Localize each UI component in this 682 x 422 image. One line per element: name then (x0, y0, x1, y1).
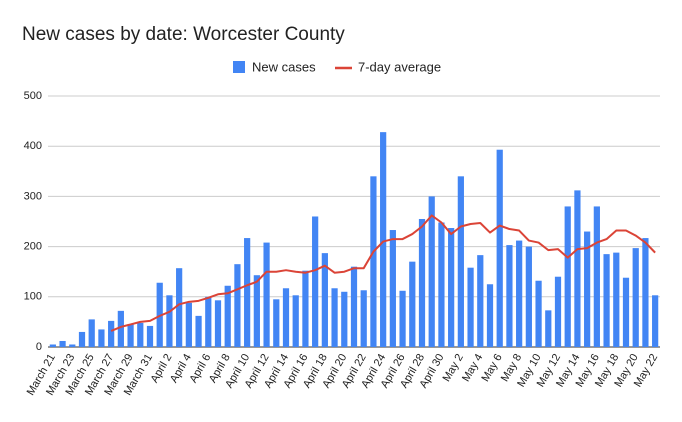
bar (244, 238, 251, 347)
bar (389, 230, 396, 347)
bar (409, 261, 416, 347)
bar (593, 206, 600, 347)
bar (69, 344, 76, 347)
bar (292, 295, 299, 347)
bar (603, 254, 610, 347)
bar (545, 310, 552, 347)
bar (49, 344, 56, 347)
bar (399, 290, 406, 347)
bar (185, 302, 192, 347)
bar (176, 268, 183, 347)
bar (273, 299, 280, 347)
chart-title: New cases by date: Worcester County (22, 24, 345, 45)
bar (622, 277, 630, 347)
average-line (110, 214, 656, 332)
bar (554, 276, 562, 347)
bar (438, 222, 445, 347)
y-tick-label: 500 (24, 90, 42, 102)
y-tick-label: 400 (24, 140, 42, 152)
bar (88, 319, 95, 347)
bar (448, 228, 455, 347)
bar (496, 149, 503, 347)
y-tick-label: 300 (24, 190, 42, 202)
bar (302, 270, 309, 347)
bar (418, 218, 426, 347)
bar (146, 325, 154, 347)
legend-label: 7-day average (358, 59, 441, 74)
bar (506, 245, 513, 347)
bar (253, 275, 260, 347)
legend-label: New cases (252, 59, 316, 74)
bar (59, 340, 66, 347)
bar (486, 284, 494, 347)
bar (195, 315, 202, 347)
bar (341, 291, 348, 347)
bar (214, 300, 222, 347)
bar (525, 246, 532, 347)
y-tick-label: 0 (36, 341, 42, 353)
bar (360, 290, 367, 347)
bar (331, 288, 338, 347)
bar (564, 206, 571, 347)
legend-swatch (233, 61, 245, 73)
bar (117, 310, 124, 347)
legend: New cases 7-day average (233, 59, 441, 74)
bar (642, 238, 649, 347)
bar (224, 285, 231, 347)
bar (137, 322, 144, 347)
bar (321, 253, 328, 347)
bar (535, 280, 542, 347)
bar (428, 196, 435, 347)
y-tick-label: 100 (24, 291, 42, 303)
bar (652, 295, 659, 347)
bar (282, 288, 290, 347)
bar (632, 248, 639, 347)
bar (516, 240, 523, 347)
bar (457, 176, 464, 347)
bar (205, 296, 212, 347)
bar (613, 252, 620, 347)
bar (370, 176, 377, 347)
bar (78, 331, 86, 347)
bar (350, 266, 358, 347)
bar (477, 255, 484, 347)
bar (108, 320, 115, 347)
bar (263, 242, 270, 347)
bar (166, 295, 173, 347)
bar (467, 267, 474, 347)
y-tick-label: 200 (24, 241, 42, 253)
bar (584, 231, 591, 347)
bar (380, 132, 387, 347)
bar (574, 190, 581, 347)
bar (312, 216, 319, 347)
bar (234, 264, 241, 347)
bar (127, 324, 134, 347)
bar (98, 329, 105, 347)
